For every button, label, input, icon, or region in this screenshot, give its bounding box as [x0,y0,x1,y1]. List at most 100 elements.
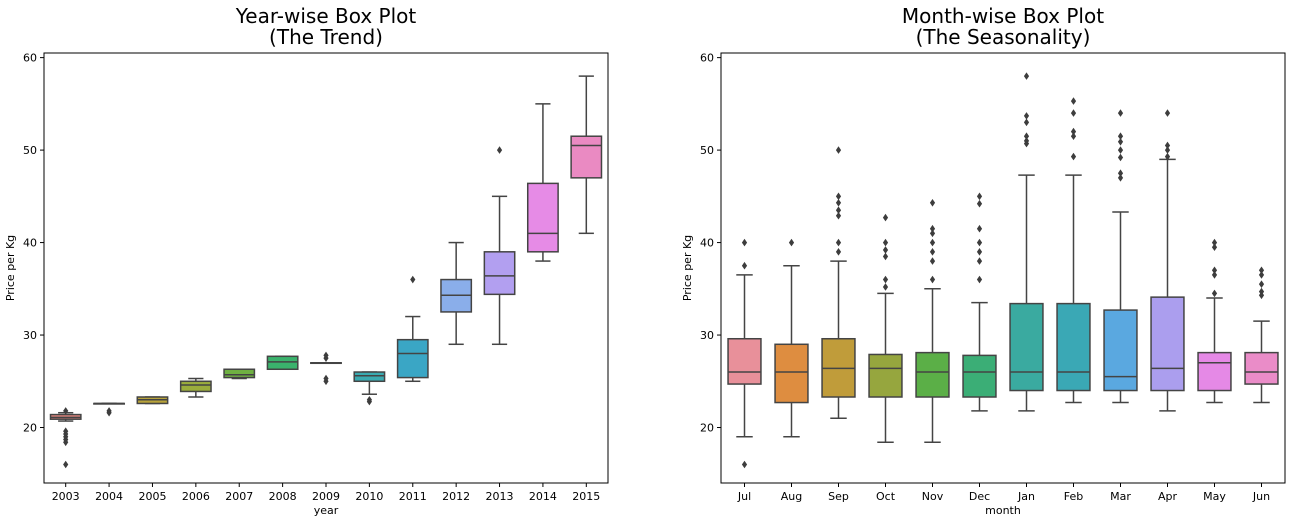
outlier-point [1211,266,1218,275]
outlier-point [741,460,748,469]
outlier-point [410,275,416,284]
box-2003 [49,407,82,469]
outlier-point [63,438,69,447]
box-iqr [915,351,950,398]
x-tick-label: Sep [828,490,849,503]
month-wise-box-plot: Month-wise Box Plot(The Seasonality) 20 30… [681,4,1286,517]
outlier-point [1070,152,1077,161]
x-tick-label: 2015 [572,490,600,503]
box-iqr [1150,296,1185,392]
x-tick-label: Jun [1252,490,1270,503]
outlier-point [1211,289,1218,298]
outlier-point [1117,174,1124,182]
outlier-point [882,246,889,254]
x-tick-label: May [1203,490,1226,503]
outlier-point [835,146,842,154]
outlier-point [1211,238,1218,247]
box-iqr [1244,351,1279,385]
outlier-point [1258,271,1265,279]
outlier-point [741,261,748,270]
y-axis-label: Price per Kg [681,235,694,301]
outlier-point [1258,291,1265,300]
y-tick-label: 50 [23,144,37,157]
outlier-point [1023,72,1030,80]
outlier-point [976,192,983,201]
outlier-point [976,238,983,247]
box-2012 [440,241,473,346]
y-tick-label: 50 [700,144,714,157]
x-tick-label: 2014 [529,490,557,503]
outlier-point [1070,109,1077,117]
box-iqr [526,182,559,253]
outlier-point [882,213,889,222]
x-tick-label: 2010 [355,490,383,503]
box-Sep [821,146,856,420]
outlier-point [1070,97,1077,105]
y-tick-label: 30 [23,329,37,342]
y-tick-label: 20 [700,422,714,435]
outlier-point [929,229,936,238]
outlier-point [1023,139,1030,148]
y-tick-label: 20 [23,422,37,435]
outlier-point [976,275,983,284]
x-tick-label: 2009 [312,490,340,503]
outlier-point [835,248,842,256]
x-tick-label: Dec [969,490,990,503]
box-iqr [727,337,762,385]
outlier-point [1023,118,1030,127]
box-iqr [1103,309,1138,392]
box-iqr [868,353,903,398]
box-2010 [353,371,386,406]
box-iqr [1009,302,1044,392]
outlier-point [1023,112,1030,120]
outlier-point [1258,266,1265,275]
x-tick-label: Jul [737,490,751,503]
outlier-point [835,238,842,247]
outlier-point [882,252,889,261]
outlier-point [929,257,936,265]
outlier-point [882,283,889,291]
outlier-point [976,224,983,233]
y-tick-label: 60 [700,52,714,65]
x-tick-label: 2005 [138,490,166,503]
box-Mar [1103,109,1138,404]
box-2015 [570,75,603,235]
x-tick-label: 2004 [95,490,123,503]
outlier-point [1117,109,1124,117]
x-tick-label: 2007 [225,490,253,503]
x-tick-label: Mar [1110,490,1131,503]
y-axis-label: Price per Kg [4,235,17,301]
box-Aug [774,238,809,438]
year-wise-box-plot: Year-wise Box Plot(The Trend) 20 30 40 50 60 2… [4,4,609,517]
box-Jul [727,238,762,469]
x-tick-label: Nov [922,490,944,503]
outlier-point [323,354,329,362]
outlier-point [63,460,69,469]
outlier-point [882,275,889,284]
outlier-point [323,377,329,386]
x-tick-label: Feb [1064,490,1083,503]
outlier-point [835,199,842,207]
box-Dec [962,192,997,412]
outlier-point [1023,132,1030,141]
y-tick-label: 40 [700,237,714,250]
outlier-point [741,238,748,247]
outlier-point [1117,169,1124,178]
x-tick-label: 2008 [269,490,297,503]
x-tick-label: Jan [1017,490,1035,503]
box-iqr [483,251,516,296]
y-tick-label: 30 [700,329,714,342]
plot-frame [720,52,1286,484]
box-2009 [310,351,342,386]
x-tick-label: 2011 [399,490,427,503]
box-iqr [774,343,809,404]
outlier-point [1117,146,1124,154]
outlier-point [106,408,112,417]
outlier-point [929,224,936,233]
box-iqr [223,368,256,379]
box-2007 [223,368,256,380]
outlier-point [366,397,372,406]
box-Feb [1056,97,1091,404]
box-iqr [962,354,997,398]
outlier-point [976,248,983,256]
